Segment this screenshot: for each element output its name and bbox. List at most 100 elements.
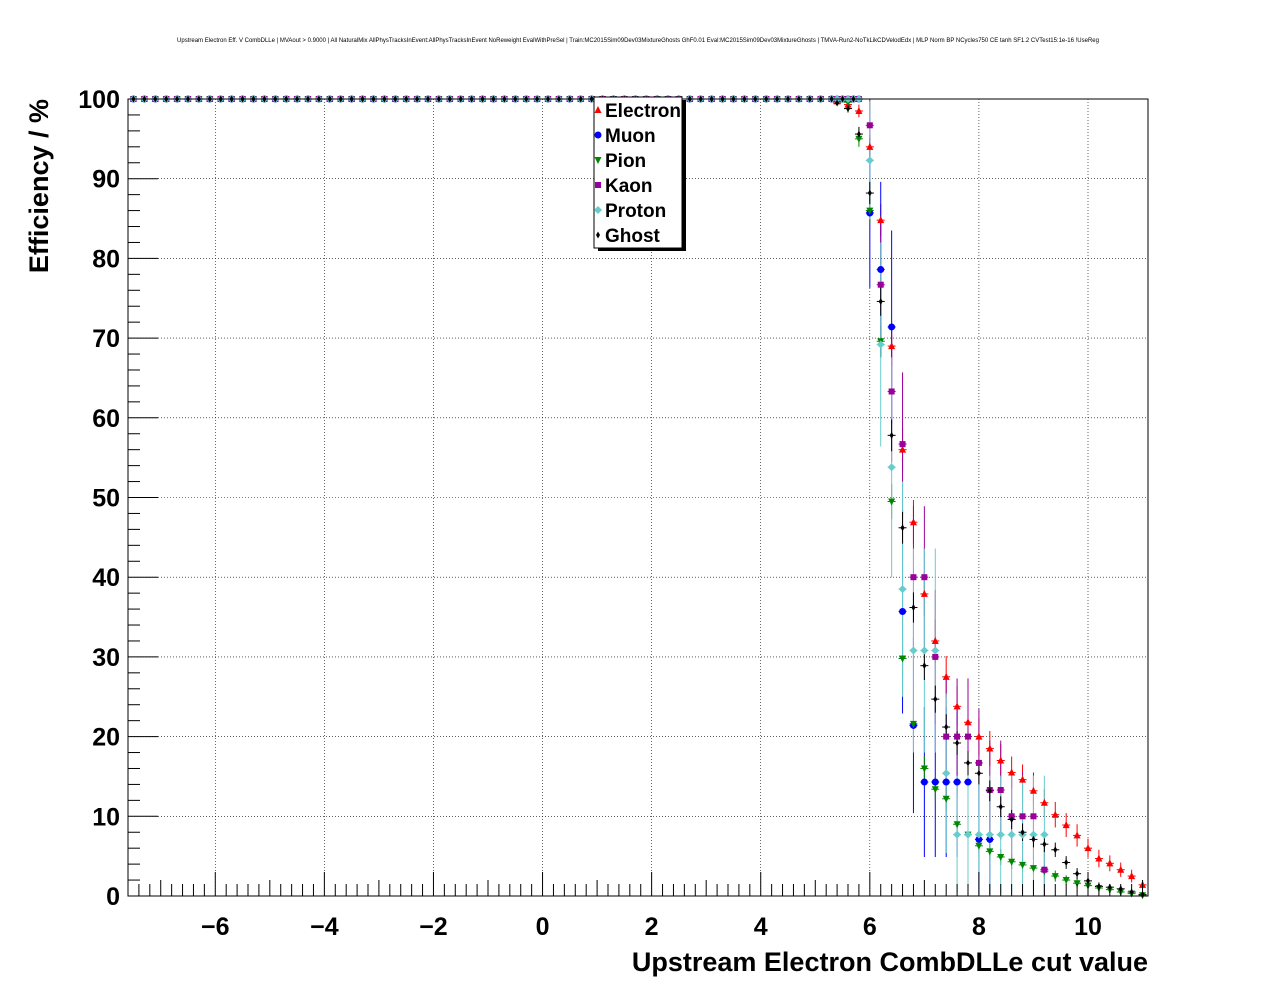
legend-label-proton: Proton: [605, 201, 666, 222]
kaon-point: [975, 759, 982, 766]
x-tick-label: −2: [419, 913, 448, 941]
muon-point: [975, 835, 983, 843]
kaon-point: [921, 574, 928, 581]
ghost-point: [911, 603, 916, 611]
chart-title: Upstream Electron Eff. V CombDLLe | MVAo…: [177, 38, 1099, 44]
kaon-point: [1041, 866, 1048, 873]
kaon-point: [965, 733, 971, 740]
y-tick-label: 50: [92, 485, 120, 513]
proton-point: [920, 646, 929, 655]
pion-point: [1029, 865, 1037, 873]
proton-point: [985, 830, 994, 839]
y-tick-label: 80: [92, 245, 120, 273]
ghost-point: [1031, 835, 1036, 843]
kaon-point: [877, 281, 884, 288]
legend-marker-ghost: [596, 231, 600, 239]
legend-label-pion: Pion: [605, 151, 646, 172]
ghost-point: [867, 189, 872, 197]
legend-marker-muon: [594, 131, 602, 139]
electron-point: [1062, 821, 1070, 829]
proton-point: [1029, 830, 1038, 839]
legend-marker-kaon: [595, 182, 601, 188]
electron-point: [920, 589, 928, 597]
axis-ticks: [127, 98, 1144, 897]
y-tick-label: 40: [92, 564, 120, 592]
muon-point: [877, 266, 885, 274]
legend-marker-pion: [594, 157, 602, 164]
ghost-point: [955, 739, 960, 747]
ghost-point: [900, 524, 905, 532]
proton-point: [865, 156, 874, 165]
ghost-point: [846, 105, 850, 113]
proton-point: [942, 769, 951, 778]
muon-point: [920, 778, 928, 786]
pion-point: [920, 765, 928, 773]
legend-label-electron: Electron: [605, 101, 681, 122]
x-axis-title: Upstream Electron CombDLLe cut value: [632, 947, 1148, 977]
kaon-point: [888, 388, 895, 395]
legend-box: [593, 96, 683, 249]
electron-point: [1051, 810, 1059, 818]
electron-point: [1106, 859, 1114, 867]
x-tick-label: 4: [754, 913, 768, 941]
ghost-point: [1053, 846, 1058, 854]
y-tick-label: 20: [92, 724, 120, 752]
electron-point: [1117, 865, 1125, 873]
electron-point: [899, 445, 907, 453]
electron-point: [888, 342, 896, 350]
y-axis-title: Efficiency / %: [24, 99, 54, 273]
y-tick-label: 30: [92, 644, 120, 672]
pion-point: [866, 207, 874, 215]
muon-point: [986, 835, 994, 843]
muon-point: [964, 778, 972, 786]
ghost-point: [976, 769, 981, 777]
ghost-point: [878, 297, 883, 305]
pion-point: [931, 786, 939, 794]
ghost-point: [1020, 828, 1025, 836]
y-tick-label: 90: [92, 166, 120, 194]
x-tick-label: −6: [201, 913, 230, 941]
proton-point: [1007, 830, 1016, 839]
electron-point: [942, 672, 950, 680]
electron-point: [877, 216, 885, 224]
y-tick-label: 70: [92, 325, 120, 353]
x-tick-label: 8: [972, 913, 986, 941]
muon-point: [942, 778, 950, 786]
pion-point: [997, 853, 1005, 861]
kaon-point: [954, 733, 961, 740]
legend-label-muon: Muon: [605, 126, 656, 147]
x-tick-label: 2: [645, 913, 659, 941]
ghost-point: [922, 662, 927, 670]
electron-point: [964, 718, 972, 726]
muon-point: [953, 778, 961, 786]
ghost-point: [1042, 840, 1047, 848]
ghost-point: [1075, 870, 1080, 878]
proton-point: [898, 585, 907, 594]
kaon-point: [866, 122, 873, 129]
electron-point: [1073, 831, 1081, 839]
electron-point: [1128, 872, 1136, 880]
muon-point: [931, 778, 939, 786]
proton-point: [1040, 830, 1049, 839]
pion-point: [1019, 861, 1027, 869]
x-tick-label: 10: [1074, 913, 1102, 941]
ghost-point: [998, 803, 1003, 811]
electron-point: [997, 756, 1005, 764]
kaon-point: [910, 574, 917, 581]
proton-point: [876, 340, 885, 349]
muon-point: [888, 323, 896, 331]
pion-point: [1051, 873, 1059, 881]
legend: Electron Muon Pion Kaon Proton Ghost: [593, 96, 686, 251]
ghost-point: [1009, 815, 1014, 823]
electron-point: [931, 636, 939, 644]
kaon-point: [943, 733, 950, 740]
kaon-point: [1019, 813, 1026, 820]
pion-point: [986, 848, 994, 856]
y-tick-label: 60: [92, 405, 120, 433]
electron-point: [1040, 798, 1048, 806]
electron-point: [1095, 854, 1103, 862]
kaon-point: [997, 786, 1004, 793]
kaon-point: [1030, 813, 1037, 820]
proton-point: [974, 830, 983, 839]
ghost-point: [944, 723, 949, 731]
